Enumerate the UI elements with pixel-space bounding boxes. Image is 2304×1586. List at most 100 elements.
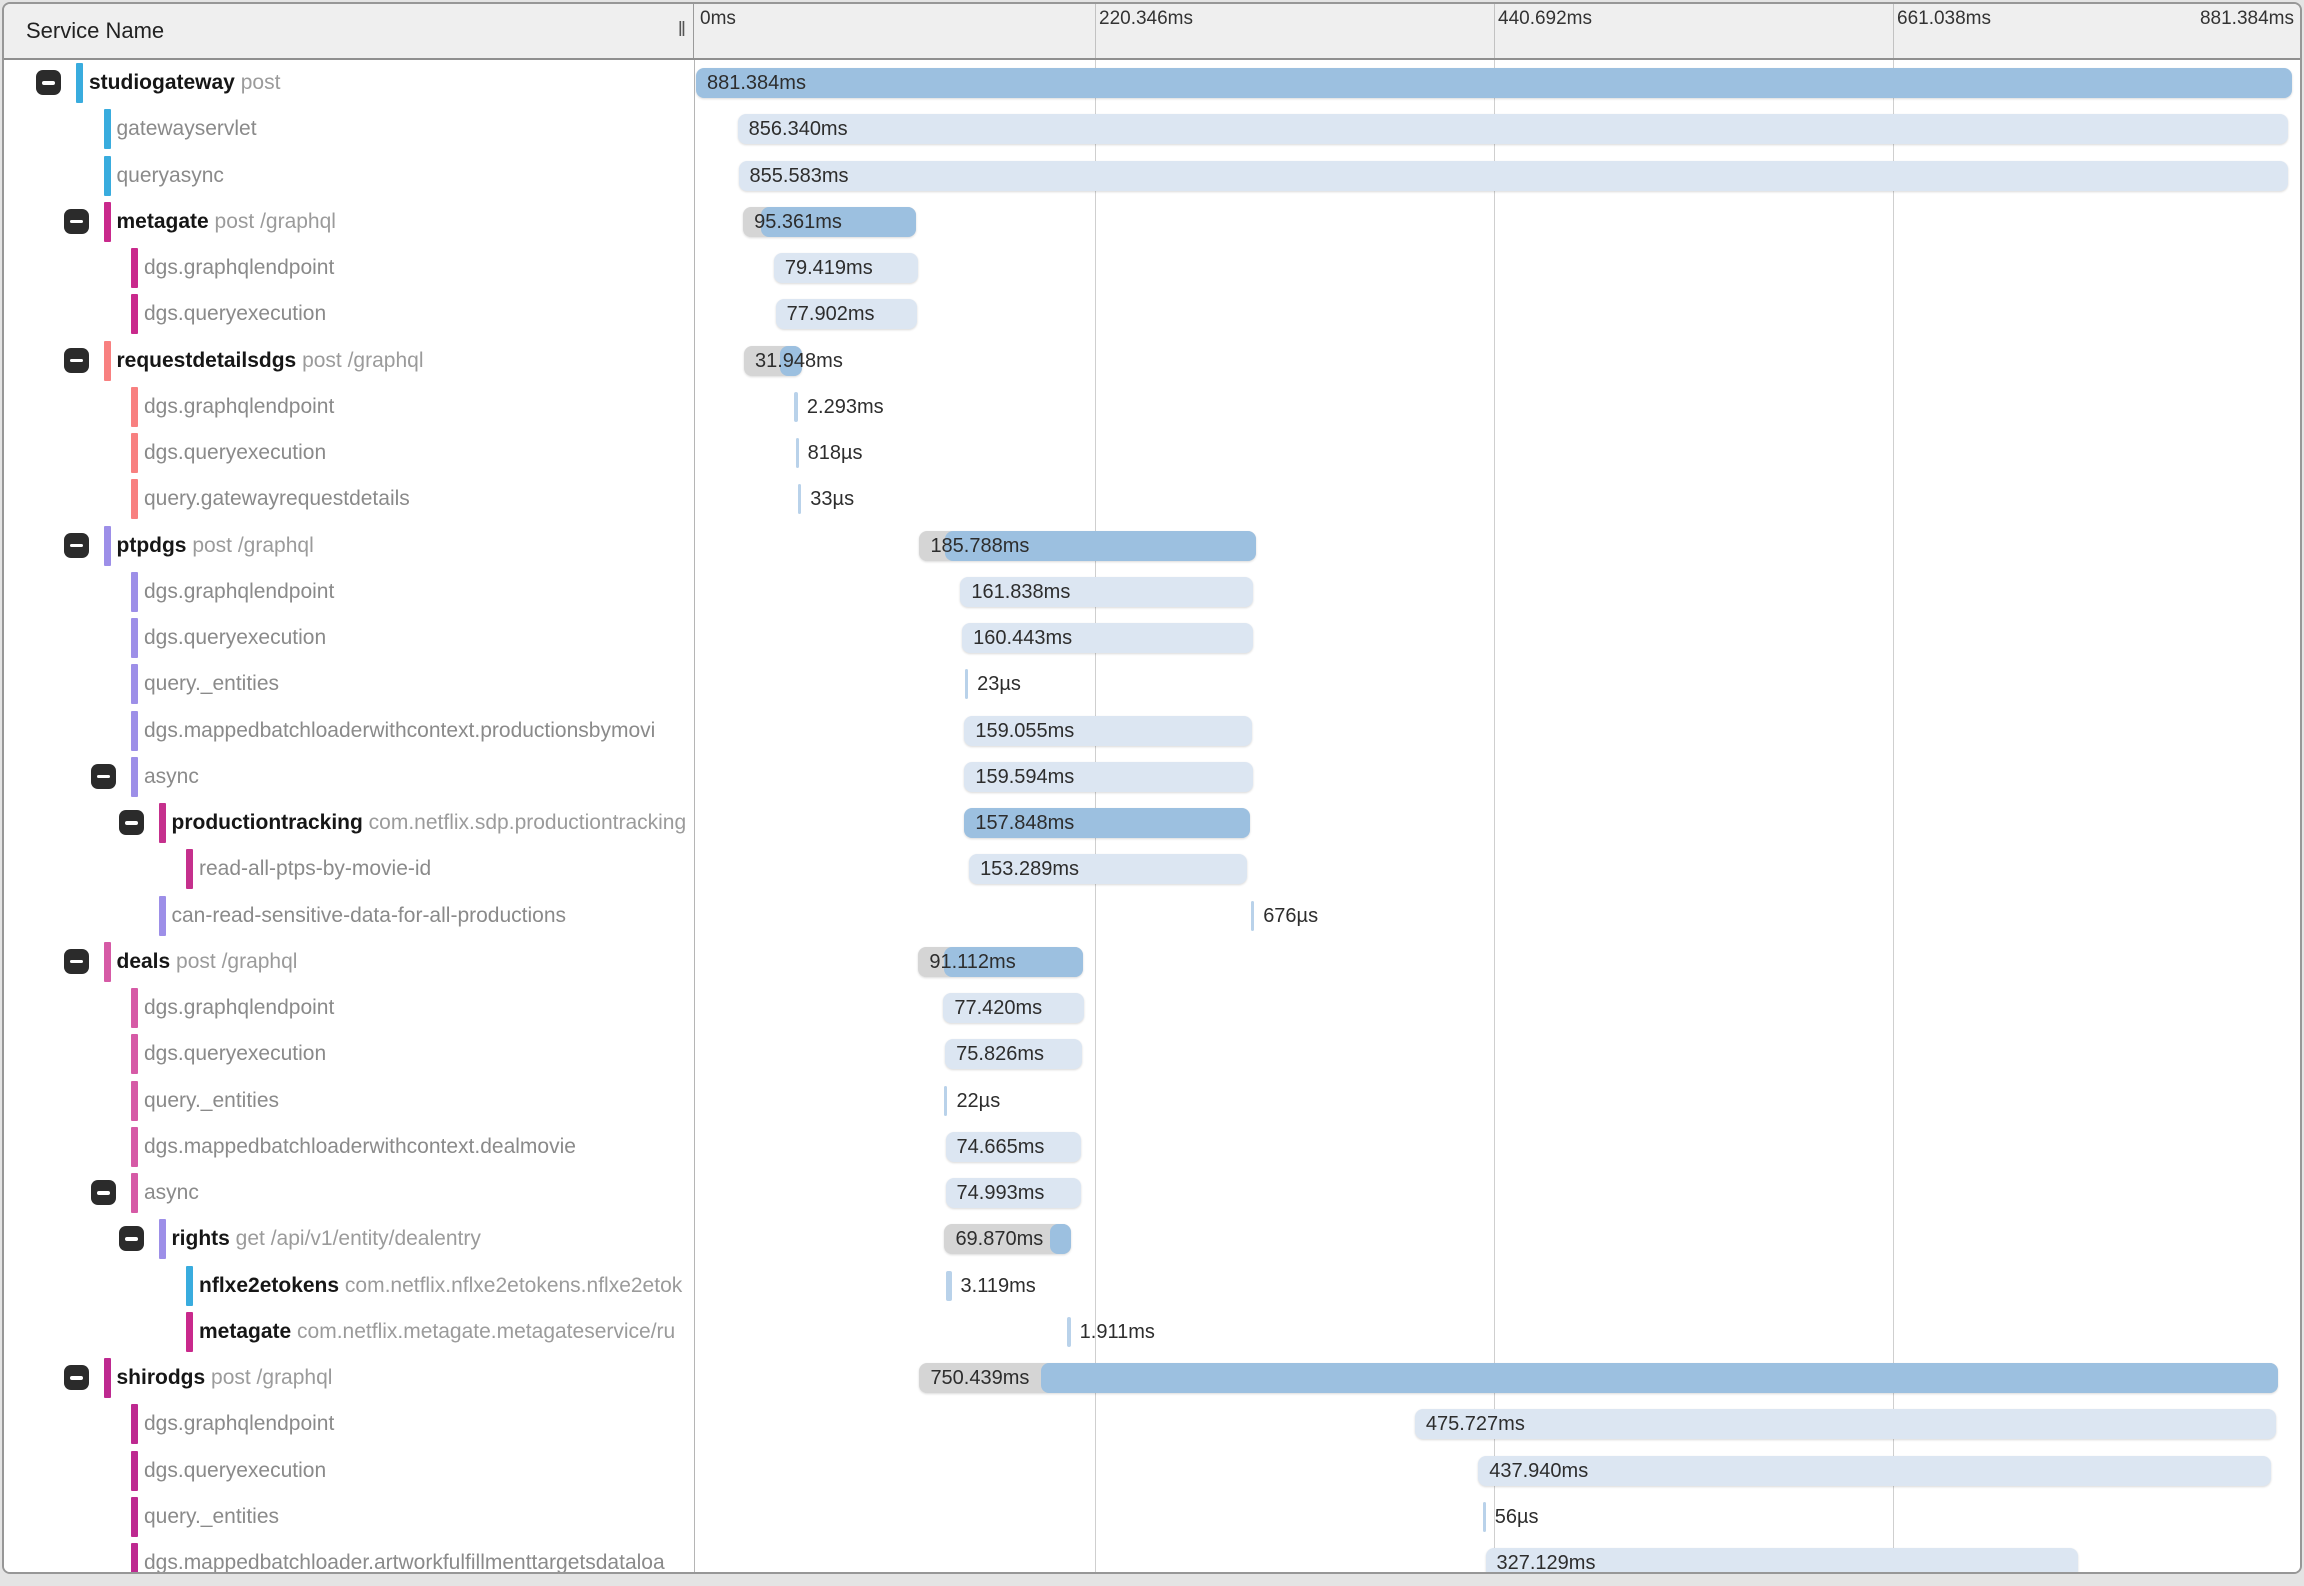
span-tree-cell[interactable]: dgs.queryexecution — [4, 430, 694, 476]
span-duration-bar[interactable]: 75.826ms — [945, 1039, 1083, 1070]
span-duration-bar[interactable]: 676µs — [1251, 900, 1318, 931]
span-tree-cell[interactable]: dgs.graphqlendpoint — [4, 384, 694, 430]
span-tree-cell[interactable]: dgs.queryexecution — [4, 291, 694, 337]
trace-row[interactable]: ptpdgs post /graphql 185.788ms — [4, 523, 2300, 569]
trace-row[interactable]: metagate com.netflix.metagate.metagatese… — [4, 1309, 2300, 1355]
span-duration-bar[interactable]: 327.129ms — [1485, 1548, 2078, 1572]
collapse-button[interactable] — [63, 208, 89, 234]
span-duration-bar[interactable]: 22µs — [944, 1085, 1000, 1116]
trace-row[interactable]: dgs.queryexecution 818µs — [4, 430, 2300, 476]
span-tree-cell[interactable]: queryasync — [4, 153, 694, 199]
span-duration-bar[interactable]: 161.838ms — [960, 576, 1254, 607]
trace-row[interactable]: dgs.queryexecution 77.902ms — [4, 291, 2300, 337]
trace-row[interactable]: deals post /graphql 91.112ms — [4, 939, 2300, 985]
trace-row[interactable]: async 159.594ms — [4, 754, 2300, 800]
column-resize-handle[interactable]: ‖ — [677, 19, 687, 41]
span-tree-cell[interactable]: query._entities — [4, 1494, 694, 1540]
span-tree-cell[interactable]: query._entities — [4, 661, 694, 707]
span-duration-bar[interactable]: 77.902ms — [775, 299, 917, 330]
span-duration-bar[interactable]: 475.727ms — [1414, 1409, 2277, 1440]
span-duration-bar[interactable]: 79.419ms — [773, 253, 918, 283]
trace-row[interactable]: dgs.mappedbatchloader.artworkfulfillment… — [4, 1540, 2300, 1572]
collapse-button[interactable] — [91, 1180, 116, 1205]
span-duration-bar[interactable]: 2.293ms — [793, 391, 884, 422]
trace-row[interactable]: queryasync 855.583ms — [4, 153, 2300, 199]
span-duration-bar[interactable]: 56µs — [1482, 1501, 1539, 1532]
span-tree-cell[interactable]: dgs.mappedbatchloaderwithcontext.product… — [4, 708, 694, 754]
span-tree-cell[interactable]: query.gatewayrequestdetails — [4, 476, 694, 522]
span-tree-cell[interactable]: dgs.queryexecution — [4, 1031, 694, 1077]
span-tree-cell[interactable]: gatewayservlet — [4, 106, 694, 152]
span-duration-bar[interactable]: 881.384ms — [696, 68, 2292, 98]
collapse-button[interactable] — [63, 347, 89, 373]
span-tree-cell[interactable]: ptpdgs post /graphql — [4, 523, 694, 569]
trace-row[interactable]: studiogateway post 881.384ms — [4, 60, 2300, 106]
trace-row[interactable]: gatewayservlet 856.340ms — [4, 106, 2300, 152]
span-duration-bar[interactable]: 856.340ms — [737, 114, 2289, 145]
span-tree-cell[interactable]: shirodgs post /graphql — [4, 1355, 694, 1401]
trace-row[interactable]: shirodgs post /graphql 750.439ms — [4, 1355, 2300, 1401]
span-tree-cell[interactable]: can-read-sensitive-data-for-all-producti… — [4, 893, 694, 939]
span-tree-cell[interactable]: async — [4, 754, 694, 800]
span-tree-cell[interactable]: query._entities — [4, 1078, 694, 1124]
trace-row[interactable]: dgs.graphqlendpoint 79.419ms — [4, 245, 2300, 291]
span-duration-bar[interactable]: 159.594ms — [964, 761, 1254, 792]
span-tree-cell[interactable]: dgs.queryexecution — [4, 615, 694, 661]
span-duration-bar[interactable]: 437.940ms — [1478, 1455, 2272, 1486]
collapse-button[interactable] — [63, 532, 89, 558]
span-duration-bar[interactable]: 159.055ms — [964, 715, 1253, 746]
trace-row[interactable]: rights get /api/v1/entity/dealentry 69.87… — [4, 1216, 2300, 1262]
span-duration-bar[interactable]: 3.119ms — [945, 1270, 1036, 1301]
trace-row[interactable]: query._entities 23µs — [4, 661, 2300, 707]
span-tree-cell[interactable]: productiontracking com.netflix.sdp.produ… — [4, 800, 694, 846]
span-duration-bar[interactable]: 31.948ms — [743, 345, 843, 376]
span-duration-bar[interactable]: 153.289ms — [969, 854, 1247, 885]
collapse-button[interactable] — [36, 70, 61, 95]
trace-row[interactable]: dgs.mappedbatchloaderwithcontext.product… — [4, 708, 2300, 754]
span-duration-bar[interactable]: 157.848ms — [964, 808, 1251, 838]
collapse-button[interactable] — [63, 1365, 89, 1390]
trace-row[interactable]: dgs.graphqlendpoint 2.293ms — [4, 384, 2300, 430]
span-tree-cell[interactable]: read-all-ptps-by-movie-id — [4, 846, 694, 892]
span-duration-bar[interactable]: 185.788ms — [919, 530, 1256, 561]
trace-row[interactable]: query._entities 22µs — [4, 1078, 2300, 1124]
span-duration-bar[interactable]: 77.420ms — [943, 993, 1084, 1023]
span-tree-cell[interactable]: dgs.mappedbatchloader.artworkfulfillment… — [4, 1540, 694, 1572]
span-tree-cell[interactable]: requestdetailsdgs post /graphql — [4, 338, 694, 384]
trace-row[interactable]: can-read-sensitive-data-for-all-producti… — [4, 893, 2300, 939]
trace-row[interactable]: read-all-ptps-by-movie-id 153.289ms — [4, 846, 2300, 892]
trace-row[interactable]: dgs.mappedbatchloaderwithcontext.dealmov… — [4, 1124, 2300, 1170]
span-tree-cell[interactable]: rights get /api/v1/entity/dealentry — [4, 1216, 694, 1262]
trace-row[interactable]: dgs.graphqlendpoint 161.838ms — [4, 569, 2300, 615]
span-tree-cell[interactable]: dgs.graphqlendpoint — [4, 1401, 694, 1447]
span-duration-bar[interactable]: 74.993ms — [945, 1178, 1082, 1208]
trace-row[interactable]: async 74.993ms — [4, 1170, 2300, 1216]
span-duration-bar[interactable]: 818µs — [795, 438, 862, 468]
trace-row[interactable]: dgs.queryexecution 160.443ms — [4, 615, 2300, 661]
span-duration-bar[interactable]: 74.665ms — [945, 1131, 1081, 1162]
span-tree-cell[interactable]: metagate com.netflix.metagate.metagatese… — [4, 1309, 694, 1355]
trace-row[interactable]: requestdetailsdgs post /graphql 31.948ms — [4, 338, 2300, 384]
span-duration-bar[interactable]: 1.911ms — [1067, 1316, 1155, 1347]
collapse-button[interactable] — [63, 948, 89, 974]
collapse-button[interactable] — [118, 810, 144, 835]
span-duration-bar[interactable]: 91.112ms — [918, 946, 1084, 977]
trace-row[interactable]: nflxe2etokens com.netflix.nflxe2etokens.… — [4, 1263, 2300, 1309]
span-duration-bar[interactable]: 160.443ms — [962, 623, 1253, 653]
span-duration-bar[interactable]: 33µs — [798, 484, 854, 515]
span-tree-cell[interactable]: async — [4, 1170, 694, 1216]
trace-row[interactable]: metagate post /graphql 95.361ms — [4, 199, 2300, 245]
span-duration-bar[interactable]: 855.583ms — [738, 160, 2288, 191]
span-tree-cell[interactable]: dgs.graphqlendpoint — [4, 985, 694, 1031]
span-duration-bar[interactable]: 750.439ms — [919, 1363, 2279, 1393]
span-duration-bar[interactable]: 95.361ms — [743, 206, 916, 237]
collapse-button[interactable] — [118, 1226, 144, 1252]
trace-row[interactable]: dgs.graphqlendpoint 475.727ms — [4, 1401, 2300, 1447]
trace-row[interactable]: dgs.queryexecution 437.940ms — [4, 1448, 2300, 1494]
collapse-button[interactable] — [91, 763, 116, 789]
span-tree-cell[interactable]: studiogateway post — [4, 60, 694, 106]
span-tree-cell[interactable]: dgs.mappedbatchloaderwithcontext.dealmov… — [4, 1124, 694, 1170]
trace-row[interactable]: dgs.graphqlendpoint 77.420ms — [4, 985, 2300, 1031]
trace-row[interactable]: dgs.queryexecution 75.826ms — [4, 1031, 2300, 1077]
trace-row[interactable]: query.gatewayrequestdetails 33µs — [4, 476, 2300, 522]
